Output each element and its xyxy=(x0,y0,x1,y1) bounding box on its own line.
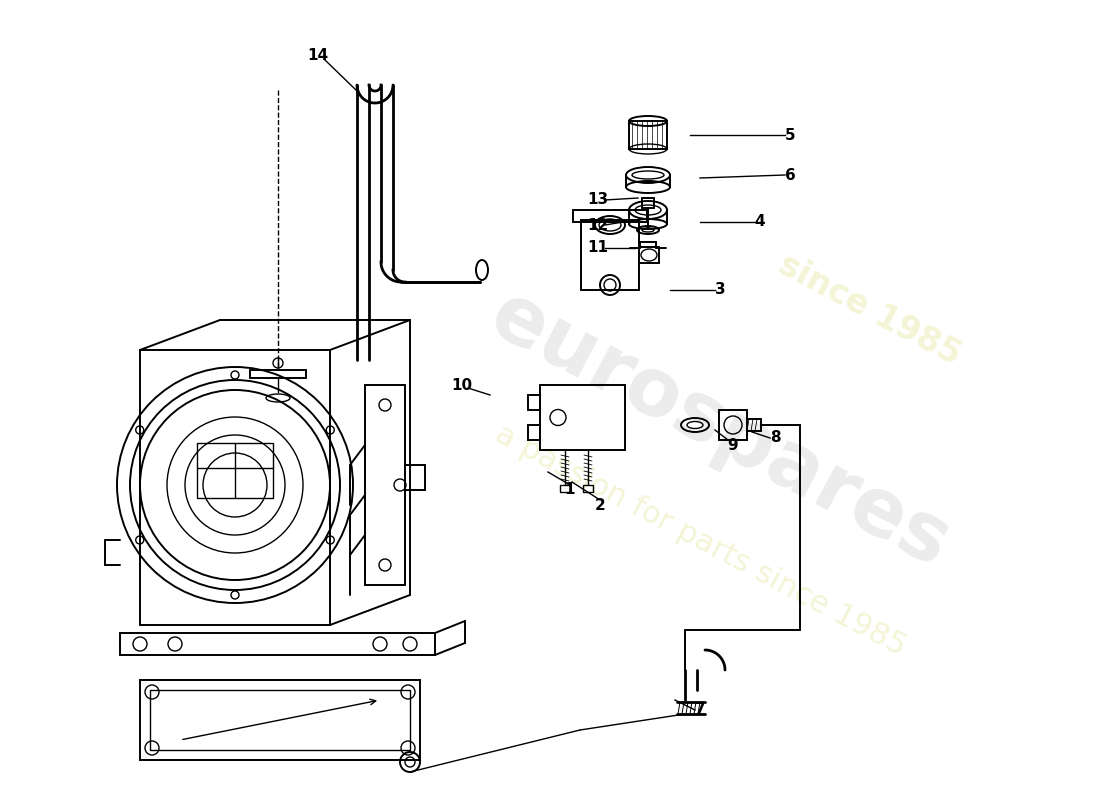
Text: 13: 13 xyxy=(587,193,608,207)
Text: 3: 3 xyxy=(715,282,725,298)
Text: a passion for parts since 1985: a passion for parts since 1985 xyxy=(490,419,911,661)
Text: 8: 8 xyxy=(770,430,780,446)
Text: 7: 7 xyxy=(695,702,705,718)
Text: 12: 12 xyxy=(587,218,608,233)
Text: eurospares: eurospares xyxy=(476,276,964,584)
Bar xyxy=(528,395,540,410)
Text: 11: 11 xyxy=(587,241,608,255)
Bar xyxy=(719,410,747,440)
Bar xyxy=(197,443,273,498)
Bar xyxy=(140,680,420,760)
Text: 1: 1 xyxy=(564,482,575,498)
Text: 4: 4 xyxy=(755,214,766,230)
Bar xyxy=(629,121,667,149)
Text: since 1985: since 1985 xyxy=(773,248,967,372)
Text: 5: 5 xyxy=(784,127,795,142)
Bar xyxy=(581,220,639,290)
Bar xyxy=(573,210,647,222)
Bar xyxy=(150,690,410,750)
Text: 6: 6 xyxy=(784,167,795,182)
Bar xyxy=(583,485,593,492)
Text: 14: 14 xyxy=(307,47,329,62)
Bar xyxy=(642,198,654,208)
Text: 10: 10 xyxy=(451,378,473,393)
Text: 9: 9 xyxy=(728,438,738,453)
Bar xyxy=(540,385,625,450)
Text: 2: 2 xyxy=(595,498,605,513)
Bar xyxy=(528,425,540,440)
Bar xyxy=(560,485,570,492)
